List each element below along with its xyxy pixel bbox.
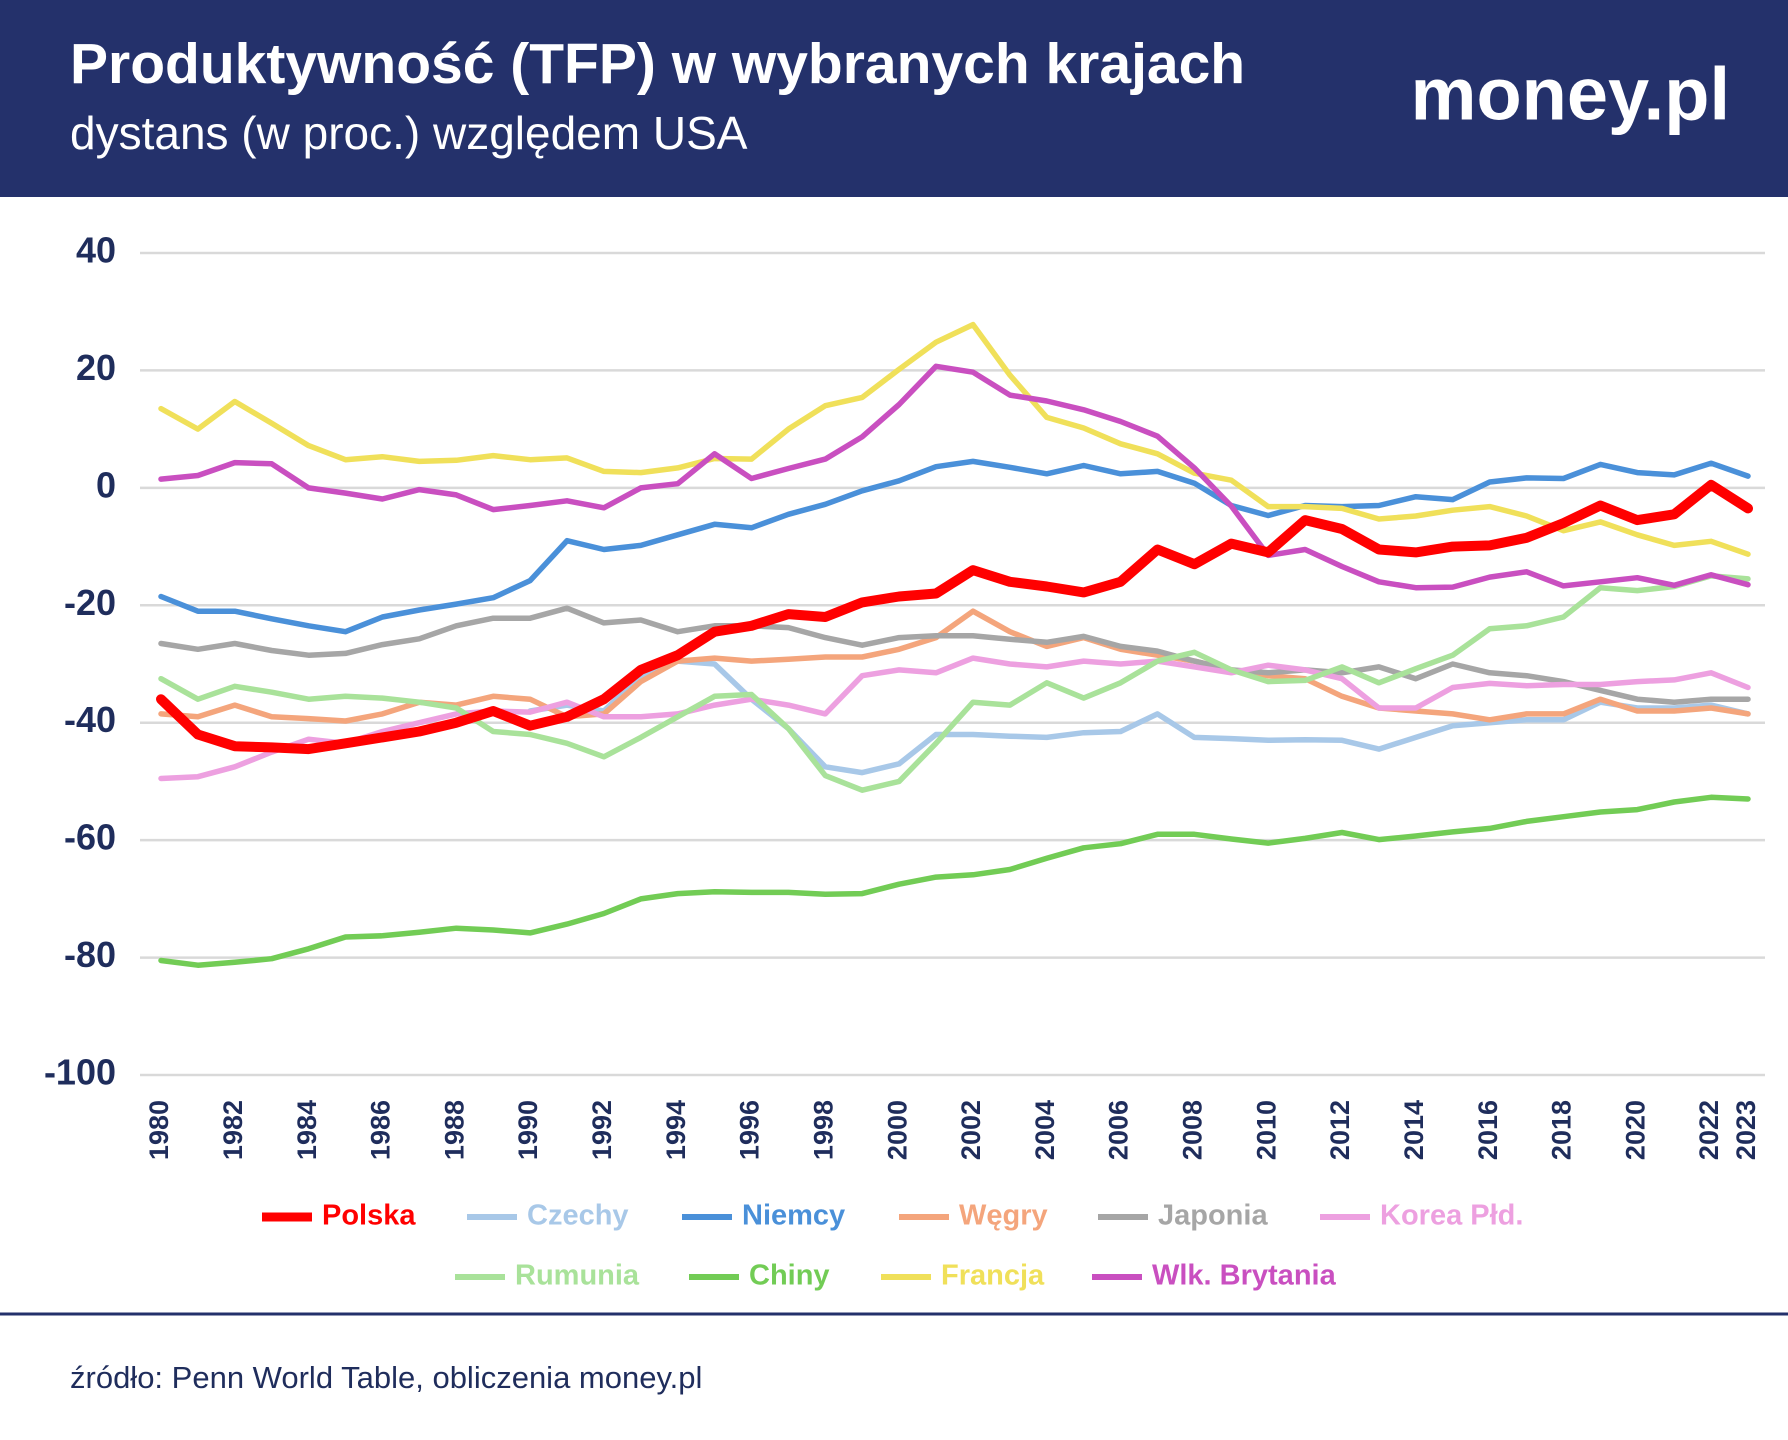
series-line xyxy=(158,458,1751,635)
x-tick-label: 2020 xyxy=(1620,1100,1650,1160)
series-line xyxy=(158,655,1751,782)
series-line xyxy=(156,479,1753,755)
series-line xyxy=(527,658,1751,776)
series-line xyxy=(158,605,1751,705)
y-tick-label: -100 xyxy=(44,1052,116,1093)
y-tick-label: -20 xyxy=(64,582,116,623)
chart-subtitle: dystans (w proc.) względem USA xyxy=(70,107,748,159)
legend-label: Korea Płd. xyxy=(1380,1200,1523,1232)
source: źródło: Penn World Table, obliczenia mon… xyxy=(70,1360,702,1395)
x-tick-label: 2010 xyxy=(1251,1100,1281,1160)
x-tick-label: 2006 xyxy=(1104,1100,1134,1160)
series-line xyxy=(158,363,1751,591)
y-tick-label: 40 xyxy=(76,230,116,271)
x-tick-label: 2016 xyxy=(1473,1100,1503,1160)
x-tick-label: 2012 xyxy=(1325,1100,1355,1160)
x-tick-label: 1986 xyxy=(366,1100,396,1160)
legend-label: Chiny xyxy=(749,1260,830,1292)
x-tick-label: 1988 xyxy=(439,1100,469,1160)
legend-label: Wlk. Brytania xyxy=(1152,1260,1337,1292)
x-tick-label: 1992 xyxy=(587,1100,617,1160)
x-tick-label: 1996 xyxy=(735,1100,765,1160)
x-tick-label: 1994 xyxy=(661,1100,691,1160)
x-tick-label: 2004 xyxy=(1030,1100,1060,1160)
legend-label: Niemcy xyxy=(742,1200,845,1232)
x-tick-label: 2002 xyxy=(956,1100,986,1160)
plot-area xyxy=(140,251,1765,1077)
series-line xyxy=(158,794,1751,968)
header xyxy=(0,0,1788,197)
y-tick-label: 20 xyxy=(76,347,116,388)
x-tick-label: 2018 xyxy=(1547,1100,1577,1160)
x-tick-label: 2008 xyxy=(1178,1100,1208,1160)
y-tick-label: -40 xyxy=(64,699,116,740)
legend-label: Japonia xyxy=(1158,1200,1268,1232)
y-tick-label: 0 xyxy=(96,464,116,505)
y-tick-label: -80 xyxy=(64,934,116,975)
legend-label: Francja xyxy=(941,1260,1045,1292)
legend-label: Polska xyxy=(322,1200,416,1232)
x-tick-label: 2014 xyxy=(1399,1100,1429,1160)
x-tick-label: 2000 xyxy=(882,1100,912,1160)
x-tick-label: 1980 xyxy=(144,1100,174,1160)
x-tick-label: 1984 xyxy=(292,1100,322,1160)
logo: money.pl xyxy=(1411,53,1730,136)
x-tick-label: 1990 xyxy=(513,1100,543,1160)
x-tick-label: 1982 xyxy=(218,1100,248,1160)
legend-label: Czechy xyxy=(527,1200,629,1232)
chart-title: Produktywność (TFP) w wybranych krajach xyxy=(70,32,1245,96)
x-tick-label: 2023 xyxy=(1731,1100,1761,1160)
series-line xyxy=(158,321,1751,557)
legend-label: Węgry xyxy=(959,1200,1048,1232)
x-tick-label: 2022 xyxy=(1694,1100,1724,1160)
y-tick-label: -60 xyxy=(64,817,116,858)
legend-label: Rumunia xyxy=(515,1260,640,1292)
x-tick-label: 1998 xyxy=(808,1100,838,1160)
series-line xyxy=(158,573,1751,793)
